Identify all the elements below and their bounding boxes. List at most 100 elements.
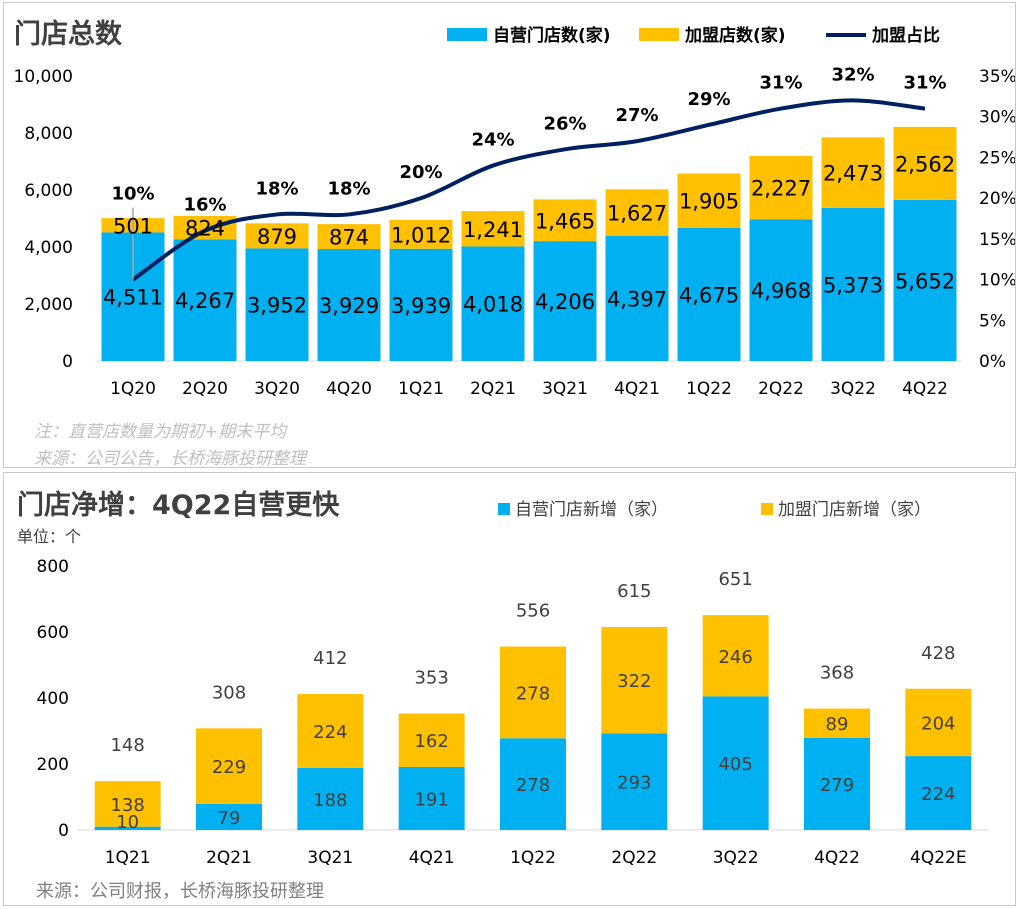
label-franchise: 879 bbox=[257, 225, 297, 249]
net-additions-chart: 门店净增：4Q22自营更快 单位：个 自营门店新增（家） 加盟门店新增（家） 0… bbox=[3, 472, 1016, 906]
x-tick-label: 4Q20 bbox=[326, 379, 372, 399]
label-franchise: 874 bbox=[329, 226, 369, 250]
bar-franchise bbox=[398, 713, 465, 767]
y2-tick-label: 10% bbox=[979, 271, 1015, 291]
x-tick-label: 3Q21 bbox=[307, 848, 353, 868]
chart1-bars bbox=[101, 126, 957, 361]
bar-franchise bbox=[677, 173, 741, 228]
net-additions-svg: 门店净增：4Q22自营更快 单位：个 自营门店新增（家） 加盟门店新增（家） 0… bbox=[17, 489, 989, 902]
label-total: 368 bbox=[820, 663, 854, 684]
bar-self bbox=[461, 246, 525, 361]
label-self: 405 bbox=[718, 754, 752, 775]
x-tick-label: 3Q22 bbox=[830, 379, 876, 399]
label-ratio: 24% bbox=[471, 130, 514, 151]
chart1-ratio-line bbox=[131, 98, 926, 282]
bar-franchise bbox=[702, 615, 769, 697]
y-tick-label: 4,000 bbox=[24, 238, 73, 258]
legend2-swatch-franchise bbox=[761, 503, 773, 515]
x-tick-label: 3Q22 bbox=[713, 848, 759, 868]
total-stores-svg: 门店总数 自营门店数(家) 加盟店数(家) 加盟占比 0 2,000 4,000 6,… bbox=[14, 19, 1015, 467]
label-self: 4,968 bbox=[751, 279, 811, 303]
bar-franchise bbox=[533, 199, 597, 242]
label-franchise: 2,227 bbox=[751, 177, 811, 201]
label-total: 308 bbox=[212, 682, 246, 703]
label-franchise: 501 bbox=[113, 214, 153, 238]
label-self: 4,267 bbox=[175, 289, 235, 313]
total-stores-chart: 门店总数 自营门店数(家) 加盟店数(家) 加盟占比 0 2,000 4,000 6,… bbox=[3, 2, 1016, 468]
x-tick-label: 2Q21 bbox=[470, 379, 516, 399]
label-franchise: 246 bbox=[718, 647, 752, 668]
label-total: 615 bbox=[617, 581, 651, 602]
bar-franchise bbox=[804, 708, 870, 738]
x-tick-label: 1Q20 bbox=[110, 379, 156, 399]
y2-tick-label: 5% bbox=[979, 311, 1006, 331]
chart2-bars bbox=[94, 615, 972, 830]
y2-tick-label: 35% bbox=[979, 67, 1015, 87]
bar-self bbox=[173, 239, 237, 361]
label-ratio: 26% bbox=[543, 113, 586, 134]
label-ratio: 18% bbox=[255, 178, 298, 199]
label-franchise: 204 bbox=[921, 713, 955, 734]
label-franchise: 278 bbox=[516, 683, 550, 704]
legend-ratio-label: 加盟占比 bbox=[871, 25, 940, 46]
bar-self bbox=[94, 826, 161, 830]
label-franchise: 1,012 bbox=[391, 223, 451, 247]
label-self: 278 bbox=[516, 775, 550, 796]
x-tick-label: 4Q22 bbox=[902, 379, 948, 399]
label-self: 188 bbox=[313, 790, 347, 811]
x-tick-label: 4Q21 bbox=[614, 379, 660, 399]
label-self: 10 bbox=[116, 812, 139, 833]
y-tick-label: 600 bbox=[37, 623, 69, 643]
y-tick-label: 800 bbox=[37, 557, 69, 577]
chart1-source: 来源：公司公告，长桥海豚投研整理 bbox=[34, 449, 308, 467]
bar-self bbox=[821, 207, 885, 361]
bar-self bbox=[601, 733, 668, 830]
y2-tick-label: 15% bbox=[979, 230, 1015, 250]
bar-self bbox=[905, 756, 972, 830]
chart1-legend: 自营门店数(家) 加盟店数(家) 加盟占比 bbox=[447, 25, 940, 46]
label-self: 191 bbox=[414, 789, 448, 810]
x-tick-label: 3Q21 bbox=[542, 379, 588, 399]
bar-franchise bbox=[601, 627, 668, 734]
legend2-self-label: 自营门店新增（家） bbox=[515, 500, 668, 520]
label-franchise: 229 bbox=[212, 757, 246, 778]
bar-franchise bbox=[173, 215, 237, 240]
label-ratio: 27% bbox=[615, 105, 658, 126]
x-tick-label: 2Q22 bbox=[611, 848, 657, 868]
label-self: 4,018 bbox=[463, 293, 523, 317]
chart1-labels: 1Q20 4,511 501 2Q20 4,267 824 3Q20 3,952 879 4Q20… bbox=[103, 64, 955, 399]
y-tick-label: 10,000 bbox=[14, 67, 73, 87]
label-franchise: 138 bbox=[110, 795, 144, 816]
bar-self bbox=[702, 696, 769, 830]
y-tick-label: 0 bbox=[62, 352, 73, 372]
label-total: 651 bbox=[718, 569, 752, 590]
x-tick-label: 1Q22 bbox=[510, 848, 556, 868]
bar-self bbox=[196, 803, 262, 830]
x-tick-label: 3Q20 bbox=[254, 379, 300, 399]
legend-self-label: 自营门店数(家) bbox=[493, 25, 611, 46]
label-franchise: 322 bbox=[617, 671, 651, 692]
y2-tick-label: 25% bbox=[979, 148, 1015, 168]
x-tick-label: 4Q22E bbox=[910, 848, 967, 868]
label-self: 4,397 bbox=[607, 287, 667, 311]
label-franchise: 1,241 bbox=[463, 218, 523, 242]
label-self: 279 bbox=[820, 775, 854, 796]
label-ratio: 10% bbox=[111, 184, 154, 205]
label-franchise: 2,473 bbox=[823, 162, 883, 186]
y2-tick-label: 20% bbox=[979, 189, 1015, 209]
bar-self bbox=[893, 199, 957, 361]
bar-franchise bbox=[297, 694, 364, 768]
y2-tick-label: 30% bbox=[979, 108, 1015, 128]
label-self: 79 bbox=[218, 808, 241, 829]
bar-franchise bbox=[317, 224, 381, 250]
bar-self bbox=[677, 227, 741, 361]
label-self: 4,511 bbox=[103, 286, 163, 310]
y-tick-label: 8,000 bbox=[24, 124, 73, 144]
label-franchise: 824 bbox=[185, 217, 225, 241]
bar-franchise bbox=[196, 728, 262, 804]
legend-swatch-franchise bbox=[639, 28, 679, 41]
x-tick-label: 4Q22 bbox=[814, 848, 860, 868]
legend2-swatch-self bbox=[498, 503, 510, 515]
label-ratio: 31% bbox=[903, 73, 946, 94]
